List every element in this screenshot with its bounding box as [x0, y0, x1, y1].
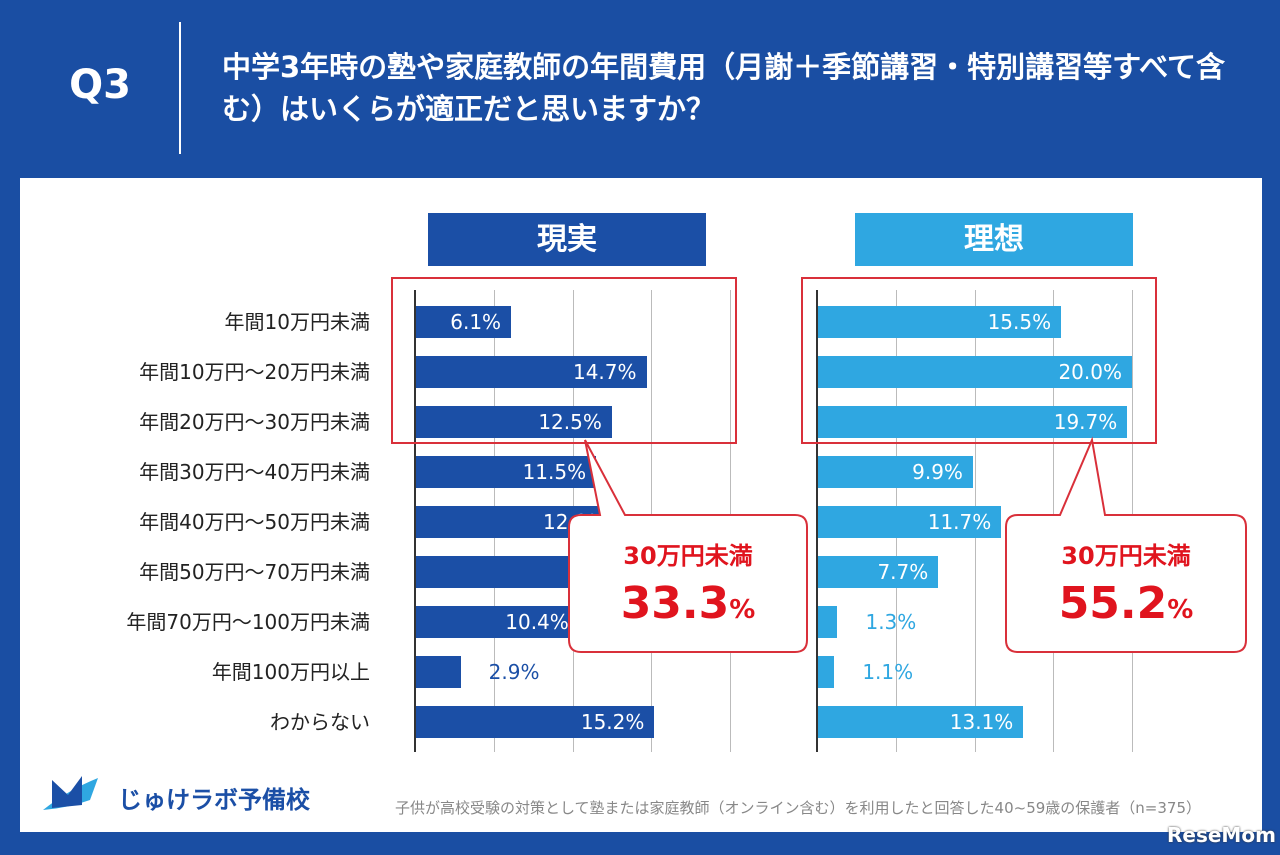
chart-title-ideal: 理想 [855, 213, 1133, 266]
page-title: 中学3年時の塾や家庭教師の年間費用（月謝＋季節講習・特別講習等すべて含む）はいく… [222, 50, 1225, 126]
callout-unit: % [729, 595, 756, 625]
category-label: 年間20万円～30万円未満 [139, 410, 370, 434]
data-label: 6.1% [450, 310, 502, 334]
bar [817, 406, 1128, 438]
data-label: 11.7% [927, 510, 992, 534]
data-label: 15.5% [987, 310, 1052, 334]
category-label: 年間70万円～100万円未満 [126, 610, 370, 634]
chart-title-reality: 現実 [428, 213, 706, 266]
data-label: 9.9% [912, 460, 963, 484]
callout-unit: % [1167, 595, 1194, 625]
bar [817, 706, 1024, 738]
bar [415, 356, 647, 388]
bar [817, 306, 1062, 338]
logo: じゅけラボ予備校 [38, 770, 310, 824]
watermark: ReseMom [1167, 823, 1276, 847]
bar [817, 606, 838, 638]
callout-label-reality: 30万円未満 [623, 542, 753, 570]
callout-bubble-reality [568, 439, 808, 653]
callout-number: 55.2 [1058, 578, 1168, 629]
footnote: 子供が高校受験の対策として塾または家庭教師（オンライン含む）を利用したと回答した… [395, 799, 1202, 817]
category-label: 年間10万円未満 [224, 310, 370, 334]
question-number: Q3 [69, 62, 131, 108]
callout-label-ideal: 30万円未満 [1061, 542, 1191, 570]
callout-number: 33.3 [620, 578, 730, 629]
data-label: 19.7% [1053, 410, 1118, 434]
data-label: 10.4% [505, 610, 569, 634]
bar [817, 556, 939, 588]
data-label: 1.3% [865, 610, 917, 634]
bar [415, 656, 461, 688]
bar [415, 456, 597, 488]
bar [415, 306, 512, 338]
book-logo-icon [43, 776, 98, 810]
data-label: 2.9% [488, 660, 540, 684]
category-label: 年間10万円～20万円未満 [139, 360, 370, 384]
data-label: 1.1% [862, 660, 914, 684]
y-axis [414, 290, 416, 752]
bar [817, 506, 1002, 538]
bar [415, 606, 579, 638]
highlight-box-reality [391, 277, 737, 444]
bar [415, 406, 612, 438]
data-label: 13.1% [949, 710, 1014, 734]
category-label: 年間50万円～70万円未満 [139, 560, 370, 584]
callout-value-reality: 33.3% [569, 578, 807, 629]
callout-value-ideal: 55.2% [1006, 578, 1246, 629]
logo-text: じゅけラボ予備校 [118, 786, 310, 814]
data-label: 12.5% [538, 410, 602, 434]
bar [415, 706, 655, 738]
bar [817, 456, 973, 488]
category-label: 年間30万円～40万円未満 [139, 460, 370, 484]
data-label: 7.7% [877, 560, 929, 584]
bar [817, 656, 835, 688]
y-axis [816, 290, 818, 752]
category-label: 年間40万円～50万円未満 [139, 510, 370, 534]
bar [817, 356, 1132, 388]
callout-bubble-ideal [1005, 436, 1247, 653]
highlight-box-ideal [801, 277, 1157, 444]
data-label: 14.7% [572, 360, 637, 384]
header-divider [179, 22, 181, 154]
category-label: 年間100万円以上 [211, 660, 370, 684]
data-label: 11.5% [522, 460, 587, 484]
category-label: わからない [270, 710, 370, 734]
data-label: 20.0% [1058, 360, 1122, 384]
data-label: 15.2% [580, 710, 645, 734]
